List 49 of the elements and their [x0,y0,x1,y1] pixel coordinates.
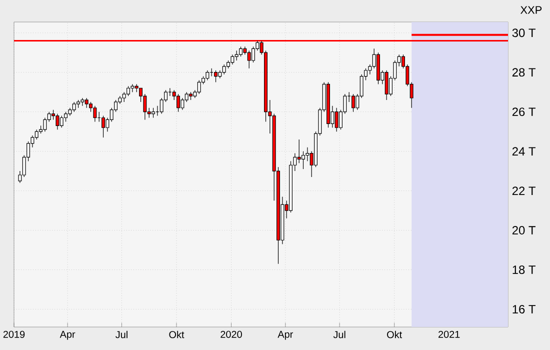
x-tick-label: Okt [387,330,402,338]
candlestick [80,98,84,106]
candlestick [297,139,301,164]
x-tick-label: 2020 [220,330,242,338]
candlestick [72,102,76,112]
candlestick [64,112,68,122]
y-tick-label: 24 T [512,147,536,156]
candlestick [334,108,338,132]
x-tick-label: Jul [333,330,346,338]
candlestick [247,50,251,69]
x-tick-label: Jul [116,330,128,338]
candlestick [222,64,226,75]
candlestick [252,46,255,63]
candlestick [152,108,156,118]
x-tick-label: Apr [60,330,76,340]
y-tick-label: 22 T [512,186,536,195]
candlestick [126,86,130,96]
x-tick-label: Apr [278,330,293,340]
candlestick [43,117,47,132]
candlestick [384,70,388,100]
candlestick [34,129,38,140]
candlestick [60,115,64,128]
candlestick [176,94,180,112]
candlestick [180,98,184,110]
y-tick-label: 26 T [512,108,536,116]
x-tick-label: 2021 [438,330,460,338]
candlestick [239,46,242,57]
x-tick-label: Okt [169,330,184,338]
candlestick [302,151,305,170]
y-tick-label: 18 T [512,266,536,274]
candlestick [234,50,238,61]
candlestick [206,70,210,81]
y-tick-label: 28 T [512,68,536,77]
candlestick [230,54,234,65]
candlestick [84,98,88,108]
y-tick-label: 20 T [512,226,536,234]
candlestick [130,84,134,92]
candlestick [93,106,97,122]
y-tick-label: 16 T [512,305,536,314]
candlestick [122,92,126,102]
candlestick [197,80,201,94]
candlestick [352,94,355,112]
candlestick [306,147,310,162]
candlestick [102,115,106,138]
y-tick-label: 30 T [512,28,536,38]
x-tick-label: 2019 [3,330,25,338]
candlestick [56,113,60,130]
candlestick [214,70,218,83]
text: XXP [520,6,542,14]
